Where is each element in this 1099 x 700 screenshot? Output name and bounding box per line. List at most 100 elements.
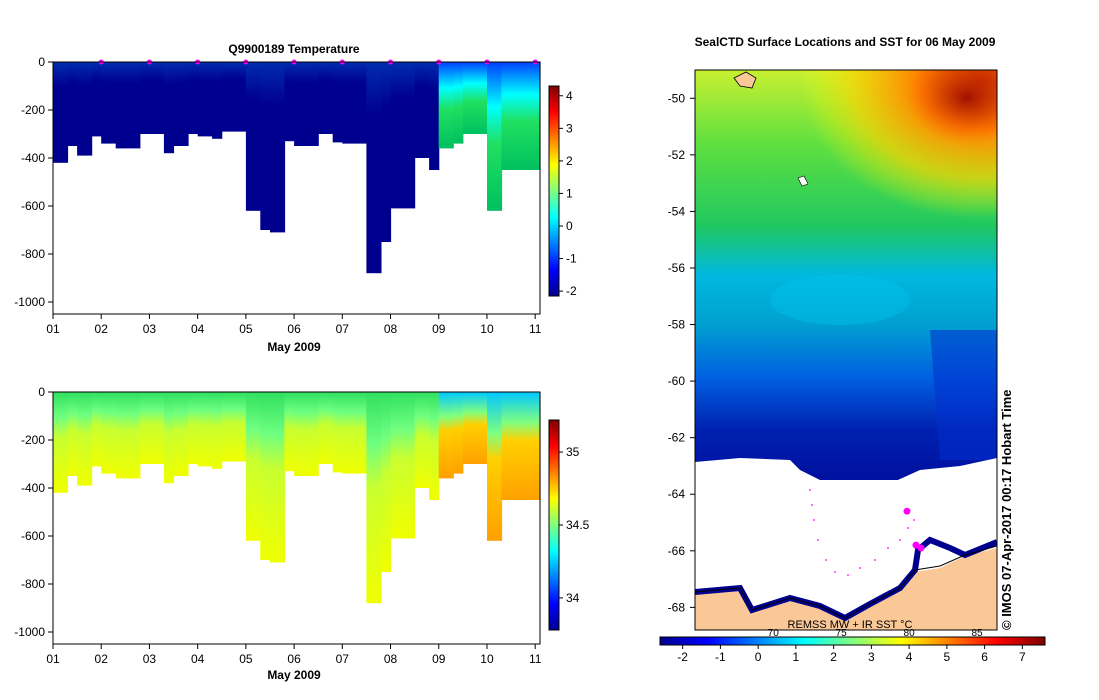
- profile-column-32: [438, 62, 454, 149]
- y-tick-label--200: -200: [21, 433, 45, 447]
- profile-column-37: [501, 392, 512, 500]
- profile-column-36: [487, 62, 503, 211]
- profile-column-11: [188, 62, 199, 134]
- track-point-9: [887, 547, 889, 549]
- colorbar-tick-label-0: 0: [566, 219, 573, 233]
- profile-column-25: [356, 62, 367, 144]
- lat-tick-label--64: -64: [668, 487, 686, 501]
- sst-colorbar: -2 -1 0 1 2 3 4 5 6 7 70 75 80 85: [659, 628, 1046, 664]
- y-tick-label--1000: -1000: [14, 625, 45, 639]
- sst-colorbar-secondary-label-80: 80: [904, 628, 916, 639]
- island-mid: [797, 175, 809, 187]
- temperature-plot-title: Q9900189 Temperature: [228, 42, 360, 56]
- profile-column-36: [487, 392, 503, 541]
- profile-column-2: [77, 62, 93, 156]
- profile-column-20: [294, 62, 310, 146]
- profile-column-20: [294, 392, 310, 476]
- sst-colorbar-secondary-label-85: 85: [971, 628, 983, 639]
- profile-column-17: [260, 392, 271, 560]
- profile-column-34: [462, 392, 478, 464]
- profile-column-30: [414, 392, 430, 488]
- x-tick-label-06: 06: [287, 652, 301, 666]
- profile-column-12: [197, 62, 213, 137]
- track-point-0: [809, 489, 811, 491]
- sst-colorbar-tick-label-7: 7: [1019, 650, 1026, 664]
- profile-column-15: [236, 62, 247, 132]
- y-tick-label--600: -600: [21, 199, 45, 213]
- profile-column-5: [115, 62, 126, 149]
- colorbar-ramp: [548, 419, 560, 631]
- track-point-11: [907, 527, 909, 529]
- temperature-x-axis-label: May 2009: [267, 340, 321, 354]
- profile-column-18: [270, 62, 286, 233]
- profile-column-14: [221, 62, 237, 132]
- temperature-y-axis: 0 -200 -400 -600 -800 -1000: [14, 55, 53, 309]
- profile-column-16: [245, 62, 261, 211]
- salinity-colorbar: 35 34.5 34: [548, 419, 590, 631]
- profile-column-37: [501, 62, 512, 170]
- temperature-x-axis: 01 02 03 04 05 06 07 08 09 10 11: [46, 314, 542, 336]
- profile-column-11: [188, 392, 199, 464]
- profile-column-23: [332, 392, 343, 473]
- x-tick-label-04: 04: [191, 652, 205, 666]
- profile-column-13: [212, 62, 223, 139]
- sst-colorbar-tick-label--2: -2: [677, 650, 688, 664]
- sst-map: SealCTD Surface Locations and SST for 06…: [659, 35, 1046, 664]
- track-point-8: [874, 559, 876, 561]
- x-tick-label-03: 03: [143, 322, 157, 336]
- profile-column-1: [67, 392, 78, 476]
- sst-map-title: SealCTD Surface Locations and SST for 06…: [695, 35, 996, 49]
- lat-tick-label--54: -54: [668, 204, 686, 218]
- colorbar-tick-label-1: 1: [566, 186, 573, 200]
- profile-column-7: [139, 392, 150, 464]
- profile-column-1: [67, 62, 78, 146]
- profile-column-31: [429, 62, 440, 170]
- seal-location-0: [903, 507, 911, 515]
- colorbar-tick-label-3: 3: [566, 121, 573, 135]
- profile-column-22: [318, 62, 334, 134]
- track-point-2: [813, 519, 815, 521]
- colorbar-ramp: [548, 85, 560, 297]
- colorbar-tick-label--1: -1: [566, 252, 577, 266]
- track-point-4: [825, 559, 827, 561]
- x-tick-label-01: 01: [46, 652, 60, 666]
- sst-colorbar-tick-label-1: 1: [793, 650, 800, 664]
- x-tick-label-01: 01: [46, 322, 60, 336]
- seal-track: [809, 489, 915, 576]
- x-tick-label-05: 05: [239, 322, 253, 336]
- profile-column-9: [163, 62, 175, 154]
- sst-map-frame: [694, 69, 998, 631]
- x-tick-label-02: 02: [95, 652, 109, 666]
- sst-colorbar-tick-label-2: 2: [830, 650, 837, 664]
- profile-column-13: [212, 392, 223, 469]
- colorbar-tick-label--2: -2: [566, 284, 577, 298]
- salinity-y-axis: 0 -200 -400 -600 -800 -1000: [14, 385, 53, 639]
- colorbar-tick-label-34.5: 34.5: [566, 518, 590, 532]
- colorbar-tick-label-2: 2: [566, 154, 573, 168]
- profile-column-17: [260, 62, 271, 230]
- profile-column-28: [390, 392, 406, 539]
- profile-column-21: [308, 62, 319, 146]
- x-tick-label-07: 07: [336, 322, 350, 336]
- sst-colorbar-tick-label-3: 3: [868, 650, 875, 664]
- sst-colorbar-tick-label-0: 0: [755, 650, 762, 664]
- lat-tick-label--50: -50: [668, 91, 686, 105]
- colorbar-tick-label-4: 4: [566, 89, 573, 103]
- y-tick-label--800: -800: [21, 247, 45, 261]
- profile-column-14: [221, 392, 237, 462]
- profile-column-3: [91, 62, 102, 137]
- x-tick-label-05: 05: [239, 652, 253, 666]
- track-point-6: [847, 574, 849, 576]
- track-point-1: [811, 504, 813, 506]
- track-point-3: [817, 539, 819, 541]
- profile-column-24: [342, 392, 358, 474]
- x-tick-label-08: 08: [384, 652, 398, 666]
- y-tick-label-0: 0: [38, 55, 45, 69]
- profile-column-19: [284, 392, 295, 472]
- sst-colorbar-secondary-label-70: 70: [768, 628, 780, 639]
- profile-column-3: [91, 392, 102, 467]
- sst-colorbar-tick-label-5: 5: [944, 650, 951, 664]
- salinity-plot-frame: [52, 391, 541, 645]
- salinity-x-axis: 01 02 03 04 05 06 07 08 09 10 11: [46, 644, 542, 666]
